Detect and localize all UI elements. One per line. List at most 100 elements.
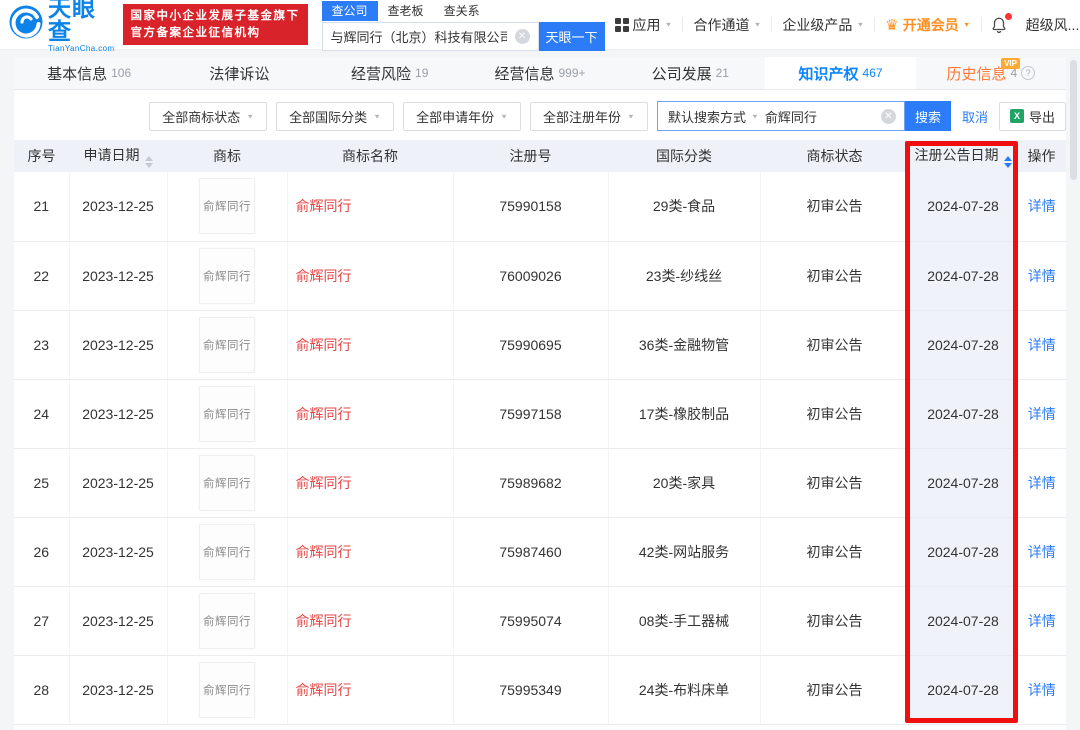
chevron-down-icon: ▼: [753, 20, 762, 29]
trademark-thumbnail[interactable]: 俞辉同行: [199, 454, 255, 511]
cell-publish-date: 2024-07-28: [909, 241, 1018, 311]
col-publish-date[interactable]: 注册公告日期: [909, 140, 1017, 172]
cell-intl-class: 23类-纱线丝: [608, 241, 761, 311]
filter-trademark-status[interactable]: 全部商标状态 ▼: [149, 101, 268, 131]
trademark-table: 序号 申请日期 商标 商标名称 注册号 国际分类 商标状态 注册公告日期 操作 …: [14, 140, 1066, 730]
menu-enterprise-products[interactable]: 企业级产品 ▼: [782, 16, 865, 33]
detail-link[interactable]: 详情: [1027, 405, 1056, 422]
cell-trademark-image: 俞辉同行: [167, 586, 288, 656]
detail-link[interactable]: 详情: [1027, 267, 1056, 284]
header-search: 查公司 查老板 查关系 ✕ 天眼一下: [321, 1, 605, 51]
filter-register-year[interactable]: 全部注册年份 ▼: [530, 101, 648, 131]
cell-publish-date: 2024-07-28: [909, 379, 1018, 449]
cell-serial: 26: [14, 517, 70, 587]
col-action: 操作: [1017, 140, 1066, 172]
detail-link[interactable]: 详情: [1027, 474, 1056, 491]
tab-company-development[interactable]: 公司发展 21: [651, 65, 729, 83]
cell-status: 初审公告: [760, 517, 910, 587]
gov-certification-badge: 国家中小企业发展子基金旗下 官方备案企业征信机构: [122, 3, 308, 46]
menu-partner-channel[interactable]: 合作通道 ▼: [693, 16, 762, 33]
filter-apply-year[interactable]: 全部申请年份 ▼: [403, 101, 522, 131]
search-type-tabs: 查公司 查老板 查关系: [321, 1, 605, 21]
detail-link[interactable]: 详情: [1027, 612, 1056, 629]
menu-apps[interactable]: 应用 ▼: [605, 15, 683, 35]
keyword-input[interactable]: [764, 108, 881, 124]
cell-serial: 28: [14, 655, 70, 725]
clear-search-icon[interactable]: ✕: [514, 29, 530, 44]
cell-trademark-image: 俞辉同行: [167, 517, 288, 587]
chevron-down-icon: ▼: [962, 20, 971, 29]
trademark-thumbnail[interactable]: 俞辉同行: [199, 385, 255, 442]
detail-link[interactable]: 详情: [1027, 681, 1056, 698]
cell-trademark-image: 俞辉同行: [167, 379, 288, 449]
cell-intl-class: 29类-食品: [608, 172, 761, 242]
clear-keyword-icon[interactable]: ✕: [880, 108, 896, 124]
col-status: 商标状态: [760, 140, 909, 172]
notification-bell-icon[interactable]: [982, 12, 1016, 34]
cell-trademark-image: 俞辉同行: [167, 310, 288, 380]
cell-action: 详情: [1017, 379, 1066, 449]
tab-legal-litigation[interactable]: 法律诉讼: [209, 65, 270, 83]
tianyan-search-button[interactable]: 天眼一下: [538, 22, 605, 51]
tab-business-risk[interactable]: 经营风险 19: [351, 65, 429, 83]
trademark-thumbnail[interactable]: 俞辉同行: [199, 247, 255, 304]
tab-basic-info[interactable]: 基本信息 106: [47, 65, 132, 83]
search-tab-relation[interactable]: 查关系: [443, 4, 480, 18]
cell-register-no: 75990158: [453, 172, 609, 242]
cell-serial: 24: [14, 379, 70, 449]
detail-link[interactable]: 详情: [1027, 336, 1056, 353]
search-tab-company[interactable]: 查公司: [321, 1, 378, 21]
table-row: 25 2023-12-25 俞辉同行 俞辉同行 75989682 20类-家具 …: [14, 448, 1066, 518]
cell-trademark-image: 俞辉同行: [167, 448, 288, 518]
tianyancha-logo[interactable]: 天眼查 TianYanCha.com: [8, 0, 115, 53]
search-tab-boss[interactable]: 查老板: [387, 4, 424, 18]
cell-publish-date: 2024-07-28: [909, 517, 1018, 587]
export-button[interactable]: X 导出: [998, 101, 1066, 131]
sort-icon[interactable]: [144, 155, 153, 168]
trademark-thumbnail[interactable]: 俞辉同行: [199, 178, 255, 235]
crown-icon: ♛: [885, 16, 899, 34]
trademark-thumbnail[interactable]: 俞辉同行: [199, 316, 255, 373]
cell-status: 初审公告: [760, 379, 910, 449]
table-header-row: 序号 申请日期 商标 商标名称 注册号 国际分类 商标状态 注册公告日期 操作: [14, 140, 1066, 172]
chevron-down-icon: ▼: [856, 20, 865, 29]
menu-super-risk[interactable]: 超级风... ▼: [1025, 16, 1080, 33]
trademark-thumbnail[interactable]: 俞辉同行: [199, 661, 255, 718]
cell-register-no: 75987460: [453, 517, 609, 587]
tab-intellectual-property[interactable]: 知识产权 467: [765, 57, 916, 89]
company-search-input[interactable]: [322, 29, 515, 44]
notification-dot: [1004, 12, 1012, 20]
cell-publish-date: 2024-07-28: [909, 586, 1018, 656]
col-register-no: 注册号: [453, 140, 608, 172]
tab-business-info[interactable]: 经营信息 999+: [494, 65, 586, 83]
col-serial: 序号: [14, 140, 69, 172]
cell-status: 初审公告: [760, 586, 910, 656]
cancel-link[interactable]: 取消: [961, 109, 988, 125]
cell-action: 详情: [1017, 448, 1066, 518]
chevron-down-icon: ▼: [500, 112, 509, 120]
filter-bar: 全部商标状态 ▼ 全部国际分类 ▼ 全部申请年份 ▼ 全部注册年份 ▼ 默认搜索方式 ▼ …: [14, 100, 1066, 132]
trademark-thumbnail[interactable]: 俞辉同行: [199, 592, 255, 649]
table-row: 21 2023-12-25 俞辉同行 俞辉同行 75990158 29类-食品 …: [14, 172, 1066, 242]
cell-trademark-name: 俞辉同行: [287, 379, 454, 449]
excel-icon: X: [1009, 109, 1024, 123]
search-mode-dropdown[interactable]: 默认搜索方式 ▼: [667, 109, 759, 125]
search-button[interactable]: 搜索: [904, 101, 951, 131]
detail-link[interactable]: 详情: [1027, 198, 1056, 215]
cell-trademark-name: 俞辉同行: [287, 448, 454, 518]
detail-link[interactable]: 详情: [1027, 543, 1056, 560]
cell-apply-date: 2023-12-25: [69, 586, 168, 656]
cell-trademark-image: 俞辉同行: [167, 172, 288, 242]
cell-apply-date: 2023-12-25: [69, 448, 168, 518]
tab-history-info[interactable]: VIP 历史信息 4 ?: [916, 57, 1066, 89]
col-apply-date[interactable]: 申请日期: [69, 140, 167, 172]
filter-intl-class[interactable]: 全部国际分类 ▼: [276, 101, 395, 131]
help-icon[interactable]: ?: [1021, 66, 1036, 80]
logo-subtitle: TianYanCha.com: [48, 43, 115, 53]
top-menu: 应用 ▼ 合作通道 ▼ 企业级产品 ▼ ♛ 开通会员 ▼ 超级风...: [605, 12, 1080, 35]
sort-icon-active[interactable]: [1003, 155, 1012, 168]
menu-open-vip[interactable]: ♛ 开通会员 ▼: [885, 16, 971, 34]
trademark-thumbnail[interactable]: 俞辉同行: [199, 523, 255, 580]
cell-serial: 23: [14, 310, 70, 380]
scrollbar[interactable]: [1070, 60, 1077, 180]
